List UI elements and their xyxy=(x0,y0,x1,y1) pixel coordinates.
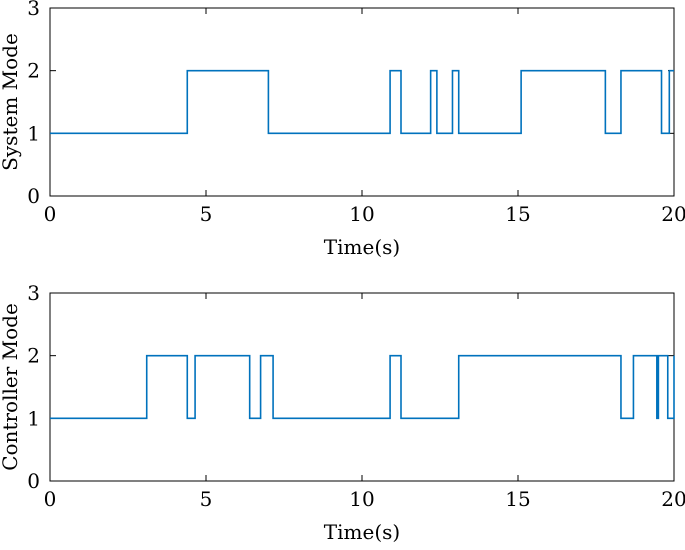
controller-mode-y-axis-label: Controller Mode xyxy=(0,303,22,471)
system-mode-y-tick-label: 2 xyxy=(27,59,40,83)
system-mode-x-axis-label: Time(s) xyxy=(324,235,400,259)
controller-mode-series-line xyxy=(50,354,675,420)
system-mode-x-tick-label: 5 xyxy=(200,202,213,226)
controller-mode-x-axis-label: Time(s) xyxy=(324,520,400,544)
system-mode-x-tick-label: 0 xyxy=(44,202,57,226)
system-mode-series-line xyxy=(50,69,674,135)
controller-mode-y-tick-label: 3 xyxy=(27,281,40,305)
controller-mode-y-tick-label: 2 xyxy=(27,344,40,368)
system-mode-x-tick-label: 20 xyxy=(661,202,685,226)
controller-mode-x-tick-label: 15 xyxy=(505,487,530,511)
controller-mode-panel: 0 5 10 15 20 0 1 2 3 Time(s) Controller Mode xyxy=(0,281,685,544)
system-mode-panel: 0 5 10 15 20 0 1 2 3 Time(s) System Mode xyxy=(0,0,685,259)
controller-mode-y-tick-label: 1 xyxy=(27,406,40,430)
system-mode-x-tick-label: 15 xyxy=(505,202,530,226)
controller-mode-x-tick-label: 20 xyxy=(661,487,685,511)
controller-mode-plot-frame xyxy=(49,292,675,482)
controller-mode-x-tick-label: 10 xyxy=(349,487,374,511)
system-mode-x-tick-label: 10 xyxy=(349,202,374,226)
system-mode-y-tick-label: 0 xyxy=(27,184,40,208)
system-mode-y-tick-label: 3 xyxy=(27,0,40,20)
controller-mode-y-tick-label: 0 xyxy=(27,469,40,493)
controller-mode-x-tick-label: 5 xyxy=(200,487,213,511)
system-mode-y-tick-label: 1 xyxy=(27,121,40,145)
controller-mode-x-tick-label: 0 xyxy=(44,487,57,511)
system-mode-y-axis-label: System Mode xyxy=(0,33,22,171)
system-mode-plot-frame xyxy=(49,7,675,197)
